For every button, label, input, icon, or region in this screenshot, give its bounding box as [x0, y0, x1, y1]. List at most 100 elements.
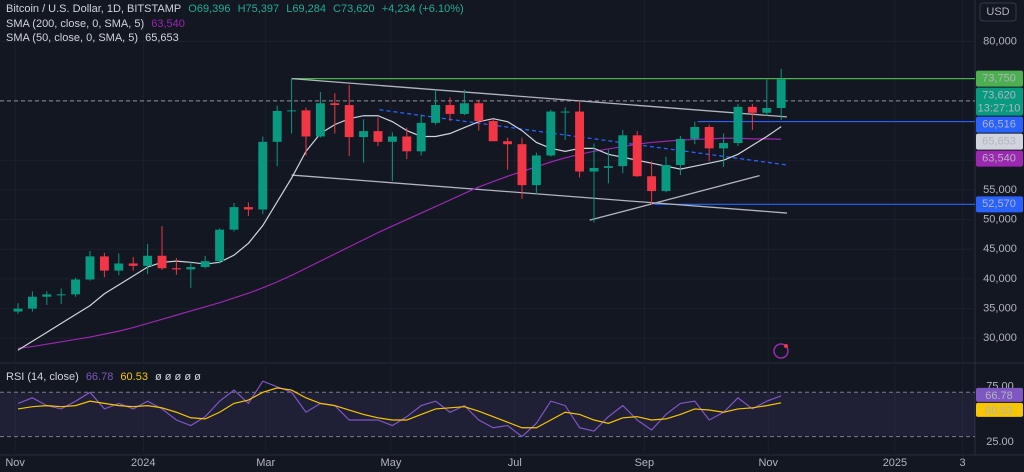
candle-body [13, 308, 23, 312]
rsi-title: RSI (14, close) [6, 371, 79, 383]
y-tick-label: 50,000 [983, 213, 1017, 225]
candle-body [287, 110, 297, 112]
countdown: 13:27:10 [978, 103, 1021, 115]
currency-button[interactable] [979, 2, 1017, 22]
candle-body [402, 136, 412, 152]
y-tick-label: 35,000 [983, 302, 1017, 314]
price-tag-label: 60.53 [985, 405, 1013, 417]
y-tick-label: 25.00 [986, 436, 1014, 448]
candle-body [128, 263, 138, 266]
price-tag-label: 52,570 [982, 198, 1016, 210]
price-tag-label: 66,516 [982, 119, 1016, 131]
legend-extra: ø ø ø ø ø [155, 371, 201, 383]
price-tag-label: 73,750 [982, 73, 1016, 85]
candle-body [762, 108, 772, 113]
sma-line [17, 137, 782, 349]
price-tag-label: 65,653 [982, 136, 1016, 148]
candle-body [243, 207, 253, 210]
candle-body [143, 255, 153, 266]
legend-value: 63,540 [151, 18, 185, 30]
x-tick-label: 2024 [131, 457, 155, 469]
candle-body [416, 122, 426, 152]
candle-body [27, 296, 37, 309]
x-tick-label: 3 [960, 457, 966, 469]
candle-body [445, 105, 455, 114]
price-tag [976, 387, 1023, 402]
trend-line [291, 77, 787, 118]
candle-body [359, 131, 369, 138]
candle-body [632, 135, 642, 177]
candle-body [733, 106, 743, 144]
candle-body [200, 261, 210, 268]
candle-body [85, 256, 95, 280]
candle-body [272, 110, 282, 142]
legend-name: SMA (200, close, 0, SMA, 5) [6, 18, 145, 30]
trend-line [589, 175, 760, 221]
candle-body [373, 131, 383, 142]
price-tag [976, 402, 1023, 417]
ohlc-high: H75,397 [237, 3, 280, 15]
y-tick-label: 45,000 [983, 243, 1017, 255]
ohlc-low: L69,284 [286, 3, 326, 15]
candle-body [56, 294, 66, 296]
legend-value: 66.78 [85, 371, 114, 383]
candle-body [560, 111, 570, 113]
candle-body [675, 138, 685, 165]
candle-body [776, 79, 786, 109]
rsi-line [17, 380, 782, 438]
price-tag [976, 70, 1023, 87]
candle-body [719, 143, 729, 149]
x-tick-label: Sep [635, 457, 655, 469]
candle-body [315, 103, 325, 137]
price-tag-label: 66.78 [985, 390, 1013, 402]
candle-body [474, 103, 484, 122]
candle-body [71, 279, 81, 295]
currency[interactable]: USD [986, 6, 1009, 18]
candle-body [431, 105, 441, 123]
candle-body [618, 135, 628, 167]
candle-body [344, 105, 354, 138]
candle-body [42, 294, 52, 297]
y-tick-label: 40,000 [983, 273, 1017, 285]
rsi-line [17, 387, 782, 429]
y-tick-label: 80,000 [983, 35, 1017, 47]
sma200-legend: SMA (200, close, 0, SMA, 5) 63,540 [6, 18, 189, 30]
x-tick-label: Nov [5, 457, 25, 469]
alert-icon[interactable] [773, 343, 789, 359]
x-tick-label: May [381, 457, 402, 469]
x-tick-label: Nov [758, 457, 778, 469]
legend-name: SMA (50, close, 0, SMA, 5) [6, 32, 139, 44]
x-tick-label: Mar [256, 457, 275, 469]
candle-body [215, 229, 225, 262]
candle-body [258, 141, 268, 210]
x-tick-label: Jul [508, 457, 522, 469]
trend-line [291, 174, 787, 214]
sma-line [17, 115, 782, 351]
symbol-legend: Bitcoin / U.S. Dollar, 1D, BITSTAMP O69,… [6, 3, 468, 15]
candle-body [531, 155, 541, 186]
candle-body [301, 110, 311, 137]
candle-body [387, 136, 397, 142]
candle-body [661, 164, 671, 192]
candle-body [603, 166, 613, 168]
legend-value: 65,653 [145, 32, 179, 44]
price-tag [976, 116, 1023, 133]
candle-body [330, 103, 340, 106]
price-tag [976, 133, 1023, 150]
price-tag-label: 73,620 [982, 90, 1016, 102]
candle-body [229, 207, 239, 230]
candle-body [589, 167, 599, 172]
candle-body [517, 144, 527, 186]
price-tag [976, 87, 1023, 116]
candle-body [157, 255, 167, 269]
change: +4,234 (+6.10%) [381, 3, 464, 15]
alert-dot [784, 344, 788, 348]
candle-body [488, 121, 498, 142]
candle-body [647, 176, 657, 192]
ohlc-open: O69,396 [188, 3, 231, 15]
candle-body [747, 106, 757, 113]
candle-body [690, 126, 700, 139]
price-tag [976, 150, 1023, 167]
